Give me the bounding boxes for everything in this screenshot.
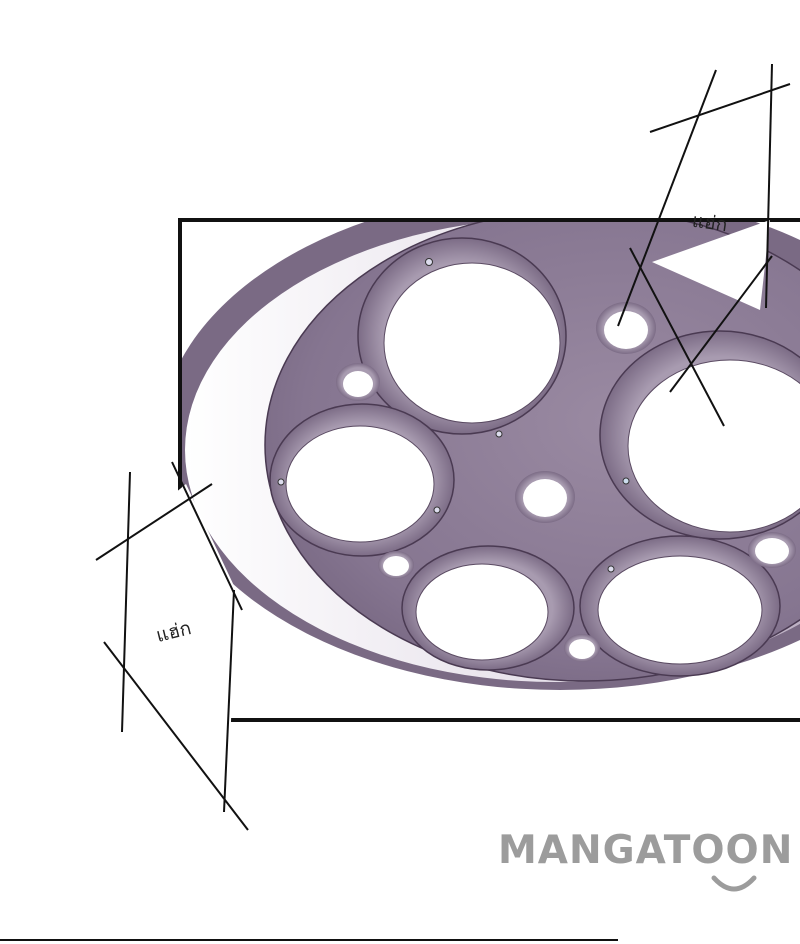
sfx-text-top: แฮ่ก xyxy=(690,209,729,237)
sfx-burst-bottom xyxy=(95,461,249,831)
mangatoon-watermark: MANGATOON xyxy=(498,828,800,898)
sfx-burst-top xyxy=(617,63,791,427)
smile-icon xyxy=(711,875,757,892)
lamp-holes xyxy=(269,237,800,677)
panel-border xyxy=(178,218,800,722)
lamp-panel xyxy=(180,220,800,720)
watermark-text: MANGATOON xyxy=(498,828,794,873)
bottom-divider xyxy=(0,939,618,941)
